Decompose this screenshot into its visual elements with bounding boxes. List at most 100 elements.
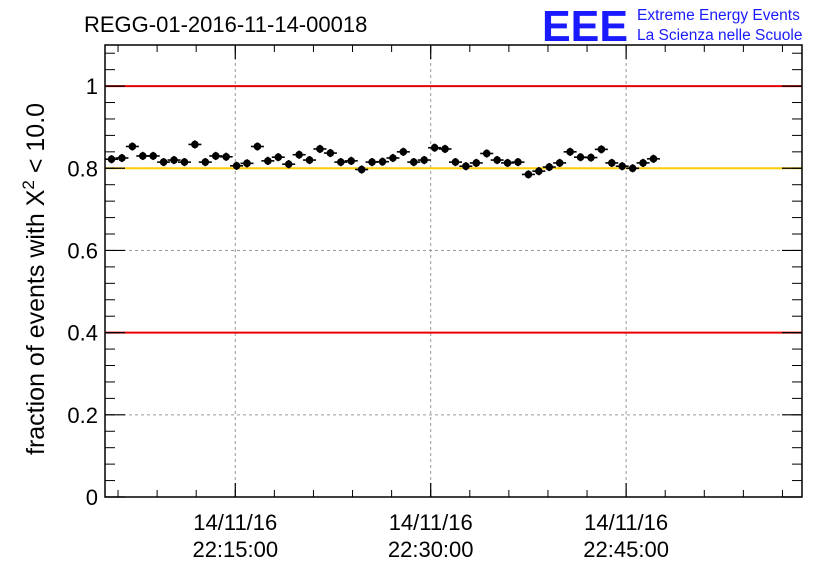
data-marker — [555, 159, 564, 167]
data-marker — [118, 154, 126, 162]
data-point — [313, 144, 327, 154]
x-tick-label-time: 22:15:00 — [192, 537, 278, 562]
data-marker — [514, 158, 522, 166]
data-marker — [149, 152, 158, 160]
data-point — [355, 165, 369, 174]
data-point — [105, 155, 119, 164]
grid-layer — [105, 45, 802, 497]
data-marker — [222, 152, 230, 161]
data-marker — [420, 156, 428, 164]
data-marker — [264, 157, 272, 165]
data-point — [469, 158, 483, 168]
y-tick-label: 1 — [86, 74, 98, 99]
data-marker — [316, 145, 324, 153]
data-point — [553, 158, 567, 168]
data-marker — [326, 149, 335, 157]
y-tick-label: 0.2 — [67, 403, 98, 428]
x-tick-label-date: 14/11/16 — [584, 510, 668, 535]
axes: 00.20.40.60.8114/11/1622:15:0014/11/1622… — [67, 45, 802, 562]
eee-logo: EEE Extreme Energy Events La Scienza nel… — [542, 2, 802, 51]
data-marker — [357, 165, 366, 174]
data-marker — [607, 159, 616, 167]
data-marker — [159, 158, 168, 166]
data-point — [428, 143, 442, 152]
data-marker — [337, 158, 345, 166]
data-marker — [399, 148, 408, 156]
data-point — [198, 158, 212, 167]
data-marker — [128, 142, 137, 151]
data-point — [563, 147, 577, 156]
data-marker — [284, 160, 293, 168]
data-point — [240, 159, 254, 168]
data-point — [521, 170, 535, 179]
data-marker — [441, 145, 449, 153]
data-marker — [347, 157, 356, 165]
data-marker — [138, 152, 147, 160]
data-marker — [649, 155, 658, 163]
data-marker — [170, 156, 178, 164]
data-point — [386, 153, 400, 163]
data-point — [375, 157, 389, 166]
data-point — [146, 151, 160, 161]
data-marker — [409, 158, 418, 166]
y-tick-label: 0 — [86, 485, 98, 510]
data-point — [230, 161, 244, 170]
data-marker — [305, 156, 314, 164]
y-tick-label: 0.6 — [67, 238, 98, 263]
data-point — [615, 162, 629, 171]
plot-frame — [104, 44, 803, 498]
data-point — [646, 154, 660, 163]
data-point — [532, 167, 546, 176]
y-axis-label: fraction of events with X2 < 10.0 — [19, 103, 50, 455]
data-point — [407, 158, 421, 167]
data-point — [396, 147, 410, 156]
data-point — [636, 158, 650, 168]
data-marker — [587, 153, 595, 162]
data-marker — [389, 154, 397, 162]
data-point — [303, 155, 317, 165]
data-point — [282, 160, 296, 169]
x-tick-label-time: 22:30:00 — [388, 537, 474, 562]
data-points — [105, 140, 660, 179]
data-marker — [618, 162, 627, 171]
data-marker — [545, 163, 554, 171]
eee-logo-line1: Extreme Energy Events — [637, 7, 800, 24]
eee-logo-mark: EEE — [542, 2, 628, 51]
data-marker — [368, 158, 376, 166]
data-marker — [295, 150, 303, 159]
data-point — [417, 155, 431, 165]
data-point — [594, 145, 608, 154]
x-tick-label-date: 14/11/16 — [389, 510, 473, 535]
data-marker — [472, 159, 481, 167]
data-point — [177, 158, 191, 167]
data-point — [334, 158, 348, 167]
data-point — [511, 158, 525, 167]
data-marker — [482, 149, 491, 158]
data-marker — [493, 156, 501, 164]
data-point — [448, 158, 462, 167]
data-marker — [566, 148, 574, 156]
data-marker — [576, 153, 585, 161]
data-marker — [274, 153, 283, 161]
data-point — [584, 153, 598, 162]
data-point — [605, 158, 619, 168]
data-point — [125, 142, 139, 151]
data-point — [250, 142, 264, 151]
data-point — [209, 151, 223, 161]
data-point — [292, 150, 306, 159]
data-point — [115, 153, 129, 163]
data-point — [188, 140, 202, 149]
data-marker — [232, 162, 241, 170]
data-marker — [503, 159, 512, 167]
x-tick-label-time: 22:45:00 — [583, 537, 669, 562]
data-point — [261, 156, 275, 165]
data-marker — [462, 162, 470, 171]
data-point — [271, 153, 285, 162]
data-marker — [201, 158, 210, 166]
eee-logo-line2: La Scienza nelle Scuole — [637, 27, 802, 44]
data-point — [136, 151, 150, 161]
data-marker — [253, 142, 262, 151]
y-tick-label: 0.4 — [67, 321, 98, 346]
data-point — [480, 149, 494, 158]
